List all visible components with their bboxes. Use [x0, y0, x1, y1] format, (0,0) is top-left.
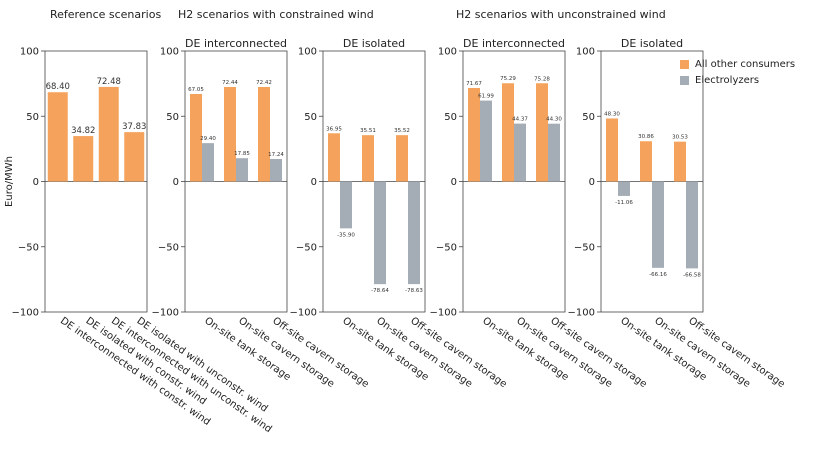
panel-5-bar-consumers-2 [640, 141, 652, 182]
panel-1-ytick-label-3: −50 [18, 242, 39, 253]
panel-4-ytick-label-0: 100 [438, 47, 457, 58]
panel-2-bar-consumers-3 [258, 86, 270, 182]
panel-2-ytick-label-4: −100 [152, 308, 179, 319]
panel-4-ytick-label-2: 0 [451, 177, 457, 188]
panel-1-ytick-label-1: 50 [26, 112, 39, 123]
legend: All other consumers Electrolyzers [680, 56, 795, 88]
panel-4-bar-consumers-2 [502, 83, 514, 182]
legend-swatch-electrolyzers [680, 75, 689, 85]
panel-4-data-label-electrolyzers-3: 44.30 [546, 117, 562, 123]
panel-3-bar-consumers-3 [396, 135, 408, 182]
panel-3-ytick-label-0: 100 [298, 47, 317, 58]
panel-4-data-label-consumers-1: 71.67 [466, 81, 482, 87]
legend-label-electrolyzers: Electrolyzers [695, 74, 760, 86]
panel-2-data-label-electrolyzers-2: 17.85 [234, 151, 250, 157]
panel-5-ytick-label-2: 0 [589, 177, 595, 188]
group-title-3: H2 scenarios with unconstrained wind [456, 8, 666, 21]
panel-5-ytick-label-3: −50 [574, 242, 595, 253]
panel-5-ytick-label-1: 50 [582, 112, 595, 123]
panel-4-bar-electrolyzers-1 [480, 100, 492, 182]
panel-5-bar-consumers-3 [674, 141, 686, 182]
panel-3-ytick-label-3: −50 [296, 242, 317, 253]
panel-5-data-label-consumers-1: 48.30 [604, 111, 620, 117]
panel-5-data-label-electrolyzers-3: -66.58 [683, 272, 701, 278]
panel-3-bar-consumers-1 [328, 133, 340, 182]
panel-4-data-label-electrolyzers-1: 61.99 [478, 94, 494, 100]
panel-3-ytick-label-2: 0 [311, 177, 317, 188]
legend-label-consumers: All other consumers [695, 58, 796, 70]
panel-5-data-label-consumers-2: 30.86 [638, 134, 654, 140]
panel-2-bar-electrolyzers-1 [202, 143, 214, 182]
panel-5-bar-electrolyzers-2 [652, 181, 664, 268]
panel-1-bar-consumers-3 [98, 86, 119, 182]
panel-4-bar-electrolyzers-2 [514, 123, 526, 182]
legend-item-consumers: All other consumers [680, 56, 795, 72]
panel-1-ytick-label-2: 0 [33, 177, 39, 188]
panel-3-title: DE isolated [343, 37, 405, 50]
panel-5-data-label-electrolyzers-2: -66.16 [649, 272, 667, 278]
panel-2-bar-electrolyzers-3 [270, 159, 282, 182]
panel-4-title: DE interconnected [463, 37, 565, 50]
panel-3-data-label-consumers-2: 35.51 [360, 128, 376, 134]
panel-4-ytick-label-4: −100 [430, 308, 457, 319]
panel-2-bar-electrolyzers-2 [236, 158, 248, 182]
panel-3-data-label-electrolyzers-2: -78.64 [371, 288, 389, 294]
panel-4-data-label-consumers-2: 75.29 [500, 76, 516, 82]
panel-2-ytick-label-1: 50 [166, 112, 179, 123]
panel-4-bar-electrolyzers-3 [548, 123, 560, 182]
panel-1-data-label-consumers-4: 37.83 [122, 122, 146, 132]
panel-5-bar-electrolyzers-1 [618, 181, 630, 196]
panel-3-ytick-label-4: −100 [290, 308, 317, 319]
panel-5-bar-electrolyzers-3 [686, 181, 698, 269]
panel-2-ytick-label-0: 100 [160, 47, 179, 58]
panel-3-bar-electrolyzers-1 [340, 181, 352, 229]
panel-1-bar-consumers-4 [124, 132, 145, 182]
panel-2-data-label-electrolyzers-3: 17.24 [268, 152, 284, 158]
panel-1-data-label-consumers-2: 34.82 [71, 126, 95, 136]
panel-3-ytick-label-1: 50 [304, 112, 317, 123]
panel-1-ytick-label-0: 100 [20, 47, 39, 58]
panel-2-title: DE interconnected [185, 37, 287, 50]
panel-5-data-label-electrolyzers-1: -11.06 [615, 200, 633, 206]
panel-4-data-label-electrolyzers-2: 44.37 [512, 117, 528, 123]
panel-3-data-label-consumers-3: 35.52 [394, 128, 410, 134]
panel-3-bar-consumers-2 [362, 135, 374, 182]
legend-item-electrolyzers: Electrolyzers [680, 72, 795, 88]
panel-3-bar-electrolyzers-2 [374, 181, 386, 285]
panel-2-bar-consumers-2 [224, 86, 236, 182]
panel-5-ytick-label-4: −100 [568, 308, 595, 319]
panel-1-data-label-consumers-3: 72.48 [97, 77, 121, 87]
panel-2-bar-consumers-1 [190, 93, 202, 182]
group-title-1: Reference scenarios [50, 8, 161, 21]
panel-3-data-label-consumers-1: 36.95 [326, 126, 342, 132]
panel-2-data-label-consumers-2: 72.44 [222, 80, 238, 86]
panel-5-ytick-label-0: 100 [576, 47, 595, 58]
panel-5-data-label-consumers-3: 30.53 [672, 135, 688, 141]
legend-swatch-consumers [680, 59, 689, 69]
panel-4-ytick-label-3: −50 [436, 242, 457, 253]
panel-5-bar-consumers-1 [606, 118, 618, 182]
panel-3-bar-electrolyzers-3 [408, 181, 420, 285]
y-axis-label: Euro/MWh [4, 156, 15, 207]
panel-5-title: DE isolated [621, 37, 683, 50]
panel-3-data-label-electrolyzers-1: -35.90 [337, 232, 355, 238]
panel-4-bar-consumers-3 [536, 83, 548, 182]
panel-1-data-label-consumers-1: 68.40 [46, 82, 70, 92]
panel-4-bar-consumers-1 [468, 87, 480, 182]
panel-1-bar-consumers-1 [47, 92, 68, 182]
panel-2-ytick-label-2: 0 [173, 177, 179, 188]
panel-2-data-label-electrolyzers-1: 29.40 [200, 136, 216, 142]
panel-2-ytick-label-3: −50 [158, 242, 179, 253]
panel-2-data-label-consumers-1: 67.05 [188, 87, 204, 93]
panel-2-data-label-consumers-3: 72.42 [256, 80, 272, 86]
panel-1-ytick-label-4: −100 [12, 308, 39, 319]
group-title-2: H2 scenarios with constrained wind [178, 8, 374, 21]
panel-3-data-label-electrolyzers-3: -78.63 [405, 288, 423, 294]
panel-4-data-label-consumers-3: 75.28 [534, 76, 550, 82]
panel-1-bar-consumers-2 [73, 136, 94, 182]
panel-4-ytick-label-1: 50 [444, 112, 457, 123]
